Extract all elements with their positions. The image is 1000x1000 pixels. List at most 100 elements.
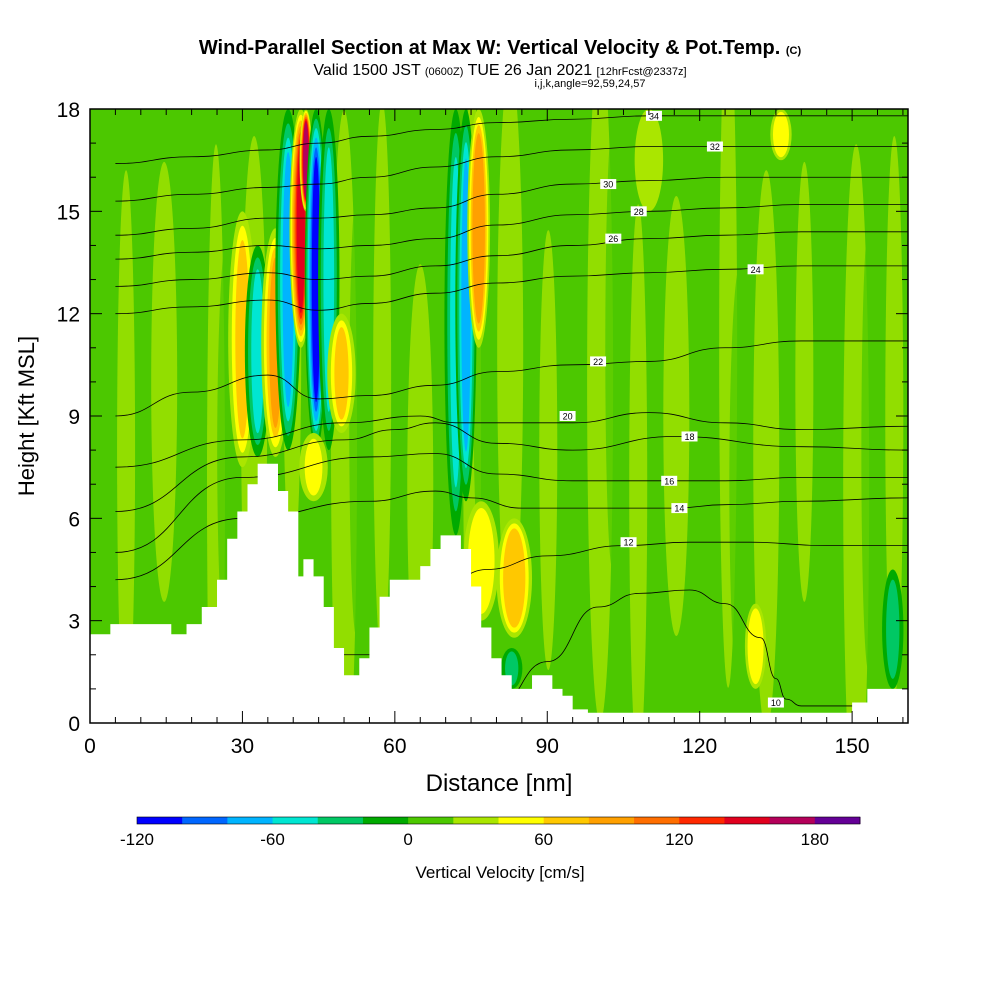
colorbar-swatch bbox=[814, 817, 861, 824]
velocity-texture-band bbox=[843, 144, 870, 723]
chart-title: Wind-Parallel Section at Max W: Vertical… bbox=[0, 37, 1000, 60]
colorbar-tick-label: 0 bbox=[403, 830, 412, 849]
valid-date: TUE 26 Jan 2021 bbox=[467, 62, 593, 79]
x-tick-label: 30 bbox=[231, 735, 254, 758]
x-tick-label: 120 bbox=[682, 735, 717, 758]
velocity-texture-band bbox=[819, 109, 842, 628]
velocity-cell bbox=[639, 117, 658, 203]
y-tick-label: 3 bbox=[68, 611, 80, 634]
y-tick-label: 12 bbox=[57, 304, 80, 327]
x-tick-label: 60 bbox=[383, 735, 406, 758]
velocity-texture-band bbox=[93, 264, 108, 705]
velocity-cell bbox=[472, 514, 491, 608]
colorbar-label: Vertical Velocity [cm/s] bbox=[415, 863, 585, 882]
isentrope-label: 26 bbox=[608, 234, 618, 244]
velocity-texture-band bbox=[373, 109, 392, 662]
y-axis-label: Height [Kft MSL] bbox=[14, 336, 39, 496]
velocity-texture-band bbox=[117, 170, 136, 723]
isentrope-label-bg bbox=[706, 141, 723, 152]
colorbar-swatch bbox=[362, 817, 409, 824]
isentrope-label-bg bbox=[645, 110, 662, 121]
terrain bbox=[90, 463, 908, 723]
colorbar-tick-label: 60 bbox=[534, 830, 553, 849]
isentrope-label: 16 bbox=[664, 476, 674, 486]
velocity-cell bbox=[304, 438, 323, 496]
grid-indices: i,j,k,angle=92,59,24,57 bbox=[534, 78, 646, 90]
isentrope-label-bg bbox=[767, 697, 784, 708]
velocity-cell bbox=[506, 533, 523, 623]
colorbar: -120 -60 0 60 120 180 bbox=[120, 816, 861, 849]
colorbar-swatch bbox=[498, 817, 545, 824]
velocity-texture-band bbox=[695, 109, 710, 662]
colorbar-swatch bbox=[272, 817, 319, 824]
velocity-texture-band bbox=[753, 170, 780, 723]
colorbar-swatch bbox=[453, 817, 499, 824]
isentrope-label: 32 bbox=[710, 142, 720, 152]
isentrope-label: 30 bbox=[603, 180, 613, 190]
y-tick-label: 18 bbox=[57, 99, 80, 122]
velocity-texture-band bbox=[629, 204, 648, 723]
isentrope-label: 18 bbox=[685, 432, 695, 442]
velocity-cell bbox=[474, 141, 484, 316]
velocity-texture-band bbox=[151, 161, 178, 602]
isentrope-label-bg bbox=[661, 475, 678, 486]
chart-title-main: Wind-Parallel Section at Max W: Vertical… bbox=[198, 37, 781, 59]
forecast-info: [12hrFcst@2337z] bbox=[596, 66, 687, 78]
isentrope-label: 28 bbox=[634, 207, 644, 217]
isentrope-line bbox=[115, 115, 908, 164]
x-tick-label: 90 bbox=[536, 735, 559, 758]
isentrope-line bbox=[115, 422, 908, 512]
valid-prefix: Valid 1500 JST bbox=[313, 62, 421, 79]
velocity-texture-band bbox=[183, 109, 198, 628]
colorbar-swatch bbox=[137, 817, 183, 824]
colorbar-swatch bbox=[679, 817, 725, 824]
isentrope-label: 34 bbox=[649, 111, 659, 121]
isentrope-label-bg bbox=[620, 537, 637, 548]
velocity-cell bbox=[775, 114, 787, 155]
y-tick-label: 15 bbox=[57, 201, 80, 224]
y-tick-label: 6 bbox=[68, 508, 80, 531]
isentrope-label-bg bbox=[559, 411, 576, 421]
isentrope-label: 10 bbox=[771, 698, 781, 708]
velocity-cell bbox=[334, 327, 349, 420]
velocity-texture-band bbox=[785, 109, 800, 723]
isentrope-label-bg bbox=[600, 179, 617, 190]
x-tick-label: 0 bbox=[84, 735, 96, 758]
isentrope-line bbox=[115, 453, 908, 553]
colorbar-swatch bbox=[588, 817, 635, 824]
isentrope-label-bg bbox=[747, 264, 764, 275]
colorbar-swatch bbox=[769, 817, 816, 824]
colorbar-swatch bbox=[408, 817, 454, 824]
isentrope-line bbox=[115, 231, 908, 287]
isentrope-label-bg bbox=[681, 431, 698, 442]
isentrope-label: 20 bbox=[563, 412, 573, 422]
velocity-texture-band bbox=[605, 127, 620, 568]
axes: 0 30 60 90 120 150 0 3 6 9 12 15 18 bbox=[57, 99, 908, 758]
colorbar-swatch bbox=[182, 817, 228, 824]
isentrope-label-bg bbox=[630, 206, 647, 217]
x-axis-label: Distance [nm] bbox=[426, 770, 573, 797]
colorbar-swatch bbox=[317, 817, 364, 824]
isentrope-label: 24 bbox=[751, 265, 761, 275]
colorbar-swatch bbox=[724, 817, 771, 824]
velocity-texture-band bbox=[349, 196, 364, 636]
copyright-mark: (C) bbox=[785, 45, 802, 57]
isentrope-label: 14 bbox=[674, 504, 684, 514]
isentrope-label: 22 bbox=[593, 357, 603, 367]
velocity-texture-band bbox=[529, 144, 544, 723]
isentrope-label-bg bbox=[605, 233, 622, 244]
velocity-cell bbox=[750, 613, 761, 680]
colorbar-tick-label: -120 bbox=[120, 830, 154, 849]
isentrope-label-bg bbox=[590, 356, 607, 367]
velocity-cell bbox=[251, 269, 265, 434]
velocity-texture-band bbox=[539, 230, 558, 671]
velocity-texture-band bbox=[795, 161, 814, 602]
velocity-cell bbox=[886, 579, 900, 679]
velocity-texture-band bbox=[663, 196, 690, 636]
isentrope-line bbox=[115, 176, 908, 236]
colorbar-swatch bbox=[227, 817, 274, 824]
y-tick-label: 0 bbox=[68, 713, 80, 736]
isentrope-line bbox=[115, 412, 908, 468]
isentrope-line bbox=[115, 340, 908, 417]
